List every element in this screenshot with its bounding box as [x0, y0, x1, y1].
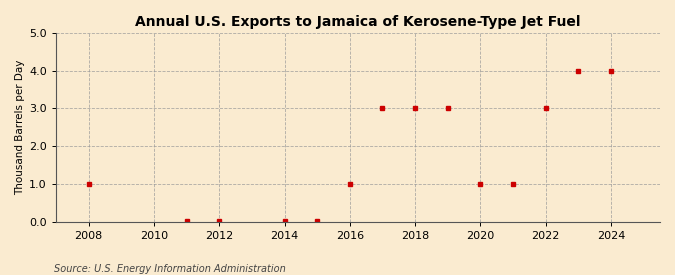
Y-axis label: Thousand Barrels per Day: Thousand Barrels per Day: [15, 60, 25, 195]
Title: Annual U.S. Exports to Jamaica of Kerosene-Type Jet Fuel: Annual U.S. Exports to Jamaica of Kerose…: [135, 15, 580, 29]
Text: Source: U.S. Energy Information Administration: Source: U.S. Energy Information Administ…: [54, 264, 286, 274]
